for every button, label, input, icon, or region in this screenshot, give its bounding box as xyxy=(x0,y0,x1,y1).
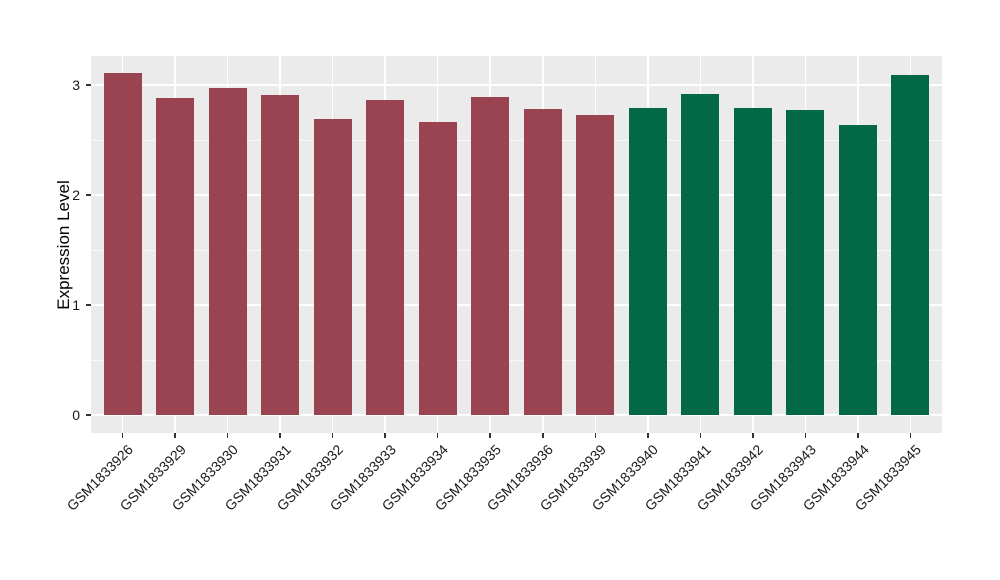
x-tick-mark xyxy=(436,433,439,438)
y-tick-mark xyxy=(86,304,91,306)
y-tick-label: 1 xyxy=(72,297,80,313)
bar-GSM1833939 xyxy=(576,114,615,415)
x-tick-mark xyxy=(752,433,754,438)
x-tick-mark xyxy=(647,433,649,438)
bar-GSM1833941 xyxy=(681,93,720,415)
x-tick-mark xyxy=(279,433,281,438)
plot-panel xyxy=(91,56,942,433)
gridline-minor xyxy=(91,249,942,251)
x-tick-mark xyxy=(699,433,702,438)
x-tick-mark xyxy=(121,433,124,438)
y-tick-mark xyxy=(86,84,91,86)
x-tick-mark xyxy=(542,433,544,438)
x-tick-mark xyxy=(489,433,491,438)
bar-GSM1833943 xyxy=(786,110,825,415)
y-tick-mark xyxy=(86,414,91,416)
gridline-major xyxy=(91,414,942,416)
x-tick-mark xyxy=(384,433,386,438)
bar-GSM1833931 xyxy=(261,94,300,415)
bar-GSM1833934 xyxy=(418,122,457,415)
bar-GSM1833930 xyxy=(208,88,247,415)
bar-GSM1833936 xyxy=(523,109,562,415)
y-tick-label: 2 xyxy=(72,187,80,203)
bar-GSM1833935 xyxy=(471,97,510,415)
bar-GSM1833945 xyxy=(891,75,930,415)
bar-GSM1833932 xyxy=(313,119,352,415)
x-tick-mark xyxy=(594,433,597,438)
bar-GSM1833933 xyxy=(366,100,405,415)
x-tick-mark xyxy=(331,433,334,438)
y-tick-label: 3 xyxy=(72,77,80,93)
bar-GSM1833944 xyxy=(838,124,877,415)
x-tick-mark xyxy=(174,433,176,438)
x-tick-mark xyxy=(909,433,912,438)
gridline-minor xyxy=(91,359,942,361)
bar-GSM1833929 xyxy=(156,98,195,415)
bar-GSM1833940 xyxy=(628,108,667,415)
bar-GSM1833926 xyxy=(103,72,142,415)
x-tick-mark xyxy=(857,433,859,438)
gridline-major xyxy=(91,304,942,306)
y-tick-mark xyxy=(86,194,91,196)
gridline-minor xyxy=(91,139,942,141)
gridline-major xyxy=(91,194,942,196)
x-tick-mark xyxy=(226,433,229,438)
bar-GSM1833942 xyxy=(733,108,772,415)
gridline-major xyxy=(91,84,942,86)
y-tick-label: 0 xyxy=(72,407,80,423)
x-tick-mark xyxy=(804,433,807,438)
